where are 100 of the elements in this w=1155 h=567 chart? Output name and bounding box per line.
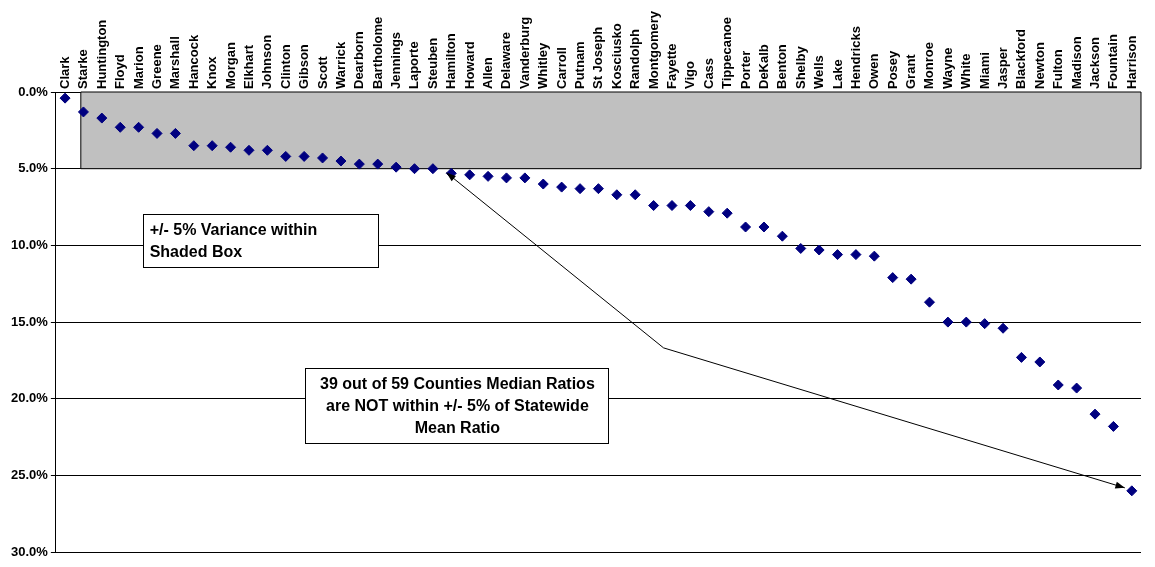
point — [703, 206, 715, 218]
x-tick-label: DeKalb — [755, 44, 771, 89]
point — [206, 140, 218, 152]
x-tick-label: Dearborn — [351, 31, 367, 89]
point — [997, 322, 1009, 334]
x-tick-label: Monroe — [921, 42, 937, 89]
point — [556, 181, 568, 193]
x-tick-label: Benton — [774, 44, 790, 89]
point — [537, 178, 549, 190]
x-tick-label: Clark — [57, 55, 73, 89]
x-tick-label: Delaware — [498, 31, 514, 89]
y-tick-label: 10.0% — [10, 236, 49, 252]
point — [1015, 351, 1027, 363]
point — [298, 150, 310, 162]
point — [353, 158, 365, 170]
point — [519, 172, 531, 184]
x-tick-label: Miami — [976, 52, 992, 89]
x-tick-label: Kosciusko — [608, 23, 624, 89]
point — [868, 250, 880, 262]
point — [1089, 408, 1101, 420]
x-tick-label: Warrick — [332, 41, 348, 89]
point — [1034, 356, 1046, 368]
y-tick-label: 5.0% — [18, 160, 49, 176]
annotation: 39 out of 59 Counties Median Ratios are NOT within +/- 5% of Statewide Mean Ratio — [320, 375, 595, 437]
point — [114, 121, 126, 133]
x-tick-label: Clinton — [277, 44, 293, 89]
x-tick-label: Scott — [314, 55, 330, 89]
point — [574, 183, 586, 195]
x-tick-label: Hancock — [185, 34, 201, 89]
x-tick-label: Fulton — [1050, 49, 1066, 89]
y-tick-label: 30.0% — [10, 543, 49, 559]
x-tick-label: Vanderburg — [516, 16, 532, 89]
x-tick-label: Randolph — [627, 29, 643, 89]
x-tick-label: St Joseph — [590, 26, 606, 89]
x-tick-label: Porter — [737, 50, 753, 89]
point — [317, 152, 329, 164]
point — [979, 318, 991, 330]
point — [923, 296, 935, 308]
point — [648, 200, 660, 212]
point — [776, 230, 788, 242]
point — [795, 242, 807, 254]
x-tick-label: Wayne — [939, 47, 955, 89]
x-tick-label: Huntington — [93, 19, 109, 89]
point — [1052, 379, 1064, 391]
point — [335, 155, 347, 167]
y-tick-label: 25.0% — [10, 467, 49, 483]
x-tick-label: Jackson — [1087, 36, 1102, 89]
x-tick-label: Johnson — [259, 34, 275, 89]
point — [225, 141, 237, 153]
point — [942, 316, 954, 328]
x-tick-label: Madison — [1068, 36, 1084, 89]
x-tick-label: Vigo — [682, 61, 698, 89]
x-tick-label: Shelby — [792, 45, 808, 89]
annotation: +/- 5% Variance within Shaded Box — [149, 220, 318, 260]
point — [96, 112, 108, 124]
y-tick-label: 20.0% — [10, 390, 49, 406]
point — [372, 158, 384, 170]
x-tick-label: Wells — [811, 55, 827, 89]
x-tick-label: Putnam — [572, 41, 588, 89]
x-tick-label: Hamilton — [443, 33, 459, 89]
point — [1126, 485, 1138, 497]
x-tick-label: Whitley — [535, 42, 551, 89]
x-tick-label: Gibson — [296, 44, 312, 89]
x-tick-label: Bartholome — [369, 16, 385, 89]
point — [905, 273, 917, 285]
x-tick-label: Cass — [700, 57, 716, 89]
x-tick-label: Jennings — [388, 31, 404, 89]
x-tick-label: Starke — [75, 49, 91, 89]
point — [740, 221, 752, 233]
y-tick-label: 0.0% — [18, 83, 49, 99]
point — [243, 144, 255, 156]
point — [482, 170, 494, 182]
x-tick-label: Elkhart — [240, 44, 256, 89]
point — [77, 106, 89, 118]
x-tick-label: Harrison — [1123, 35, 1139, 89]
x-tick-label: Hendricks — [847, 26, 863, 89]
point — [409, 163, 421, 175]
point — [721, 207, 733, 219]
x-tick-label: Howard — [461, 41, 477, 89]
point — [960, 316, 972, 328]
x-tick-label: Fayette — [663, 43, 679, 89]
point — [261, 144, 273, 156]
point — [611, 189, 623, 201]
x-tick-label: White — [958, 53, 974, 89]
x-tick-label: Allen — [480, 57, 496, 89]
point — [1071, 382, 1083, 394]
point — [629, 189, 641, 201]
x-tick-label: Grant — [903, 53, 919, 89]
x-tick-label: Floyd — [112, 54, 128, 89]
x-tick-label: Steuben — [424, 37, 440, 89]
x-tick-label: Laporte — [406, 41, 422, 89]
callout-box: 39 out of 59 Counties Median Ratios are NOT within +/- 5% of Statewide Mean Ratio — [305, 368, 610, 445]
callout-box: +/- 5% Variance within Shaded Box — [142, 213, 379, 268]
point — [464, 169, 476, 181]
x-tick-label: Greene — [149, 44, 164, 89]
x-tick-label: Blackford — [1013, 28, 1029, 89]
x-tick-label: Posey — [884, 49, 900, 89]
point — [850, 249, 862, 261]
point — [758, 221, 770, 233]
point — [169, 127, 181, 139]
